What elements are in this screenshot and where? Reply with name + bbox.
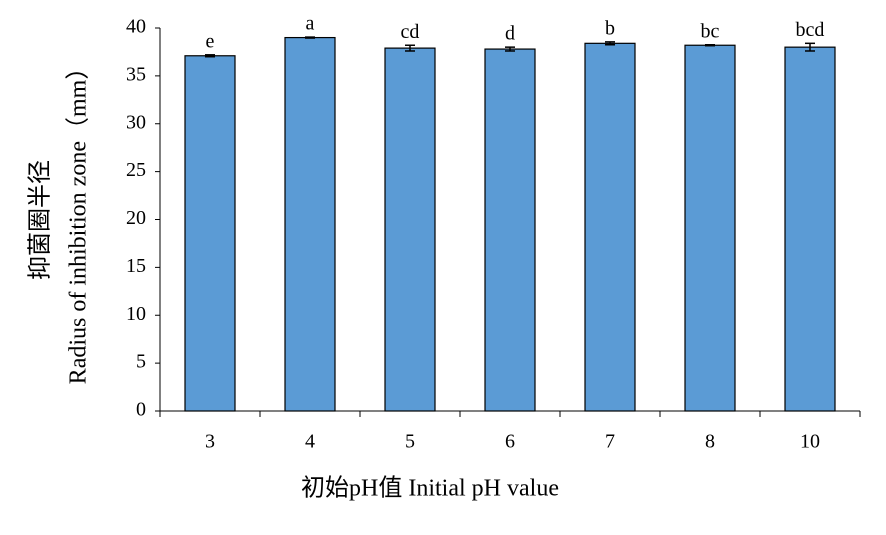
x-tick-label: 4 <box>305 431 315 453</box>
error-bar <box>805 42 815 52</box>
bar <box>384 47 436 412</box>
y-tick-label: 10 <box>126 303 146 325</box>
y-tick-label: 20 <box>126 207 146 229</box>
error-bar <box>505 46 515 52</box>
x-tick-label: 3 <box>205 431 215 453</box>
error-bar <box>205 54 215 58</box>
error-bar <box>705 44 715 47</box>
y-tick-label: 40 <box>126 16 146 38</box>
error-bar <box>305 36 315 39</box>
y-tick-label: 15 <box>126 255 146 277</box>
error-bar <box>405 44 415 52</box>
y-tick-label: 35 <box>126 63 146 85</box>
y-tick-label: 5 <box>136 351 146 373</box>
x-tick-label: 6 <box>505 431 515 453</box>
annotation: bc <box>701 20 720 42</box>
annotation: bcd <box>796 19 825 41</box>
annotation: e <box>206 30 215 52</box>
y-axis-title: 抑菌圈半径 <box>27 160 54 280</box>
y-tick-label: 0 <box>136 399 146 421</box>
x-tick-label: 7 <box>605 431 615 453</box>
annotation: b <box>605 17 615 39</box>
x-tick-label: 5 <box>405 431 415 453</box>
x-axis-title: 初始pH值 Initial pH value <box>301 475 559 502</box>
bar <box>684 44 736 412</box>
bar <box>184 55 236 412</box>
x-tick-label: 8 <box>705 431 715 453</box>
y-tick-label: 30 <box>126 111 146 133</box>
x-tick-label: 10 <box>800 431 820 453</box>
y-tick-label: 25 <box>126 159 146 181</box>
bar <box>784 46 836 412</box>
y-axis-title: Radius of inhibition zone（mm） <box>66 56 92 385</box>
bar <box>484 48 536 412</box>
bar <box>584 42 636 412</box>
error-bar <box>605 41 615 46</box>
annotation: d <box>505 23 515 45</box>
annotation: cd <box>401 21 420 43</box>
annotation: a <box>306 13 315 35</box>
bar <box>284 36 336 412</box>
